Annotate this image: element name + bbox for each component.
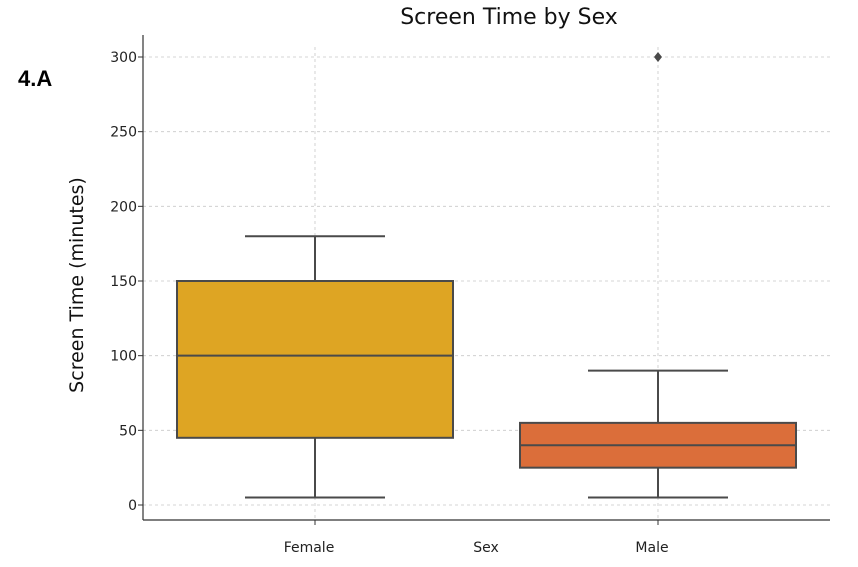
y-tick-label: 100 xyxy=(110,349,137,365)
x-axis-label: Sex xyxy=(473,540,499,556)
y-axis-label: Screen Time (minutes) xyxy=(66,177,88,393)
x-tick-label: Female xyxy=(284,540,335,556)
figure-label: 4.A xyxy=(18,66,53,91)
y-tick-label: 200 xyxy=(110,199,137,215)
y-tick-label: 250 xyxy=(110,125,137,141)
x-tick-label: Male xyxy=(635,540,668,556)
chart-title: Screen Time by Sex xyxy=(400,5,618,30)
y-tick-label: 50 xyxy=(119,423,137,439)
iqr-box xyxy=(176,280,454,439)
boxes xyxy=(176,52,797,499)
x-axis: Female Male xyxy=(143,519,830,556)
box-male xyxy=(519,52,797,499)
y-tick-label: 300 xyxy=(110,50,137,66)
y-tick-label: 0 xyxy=(128,498,137,514)
y-axis: 0 50 100 150 200 250 300 xyxy=(110,35,144,520)
y-tick-label: 150 xyxy=(110,274,137,290)
box-female xyxy=(176,235,454,499)
outlier-point xyxy=(654,52,662,62)
